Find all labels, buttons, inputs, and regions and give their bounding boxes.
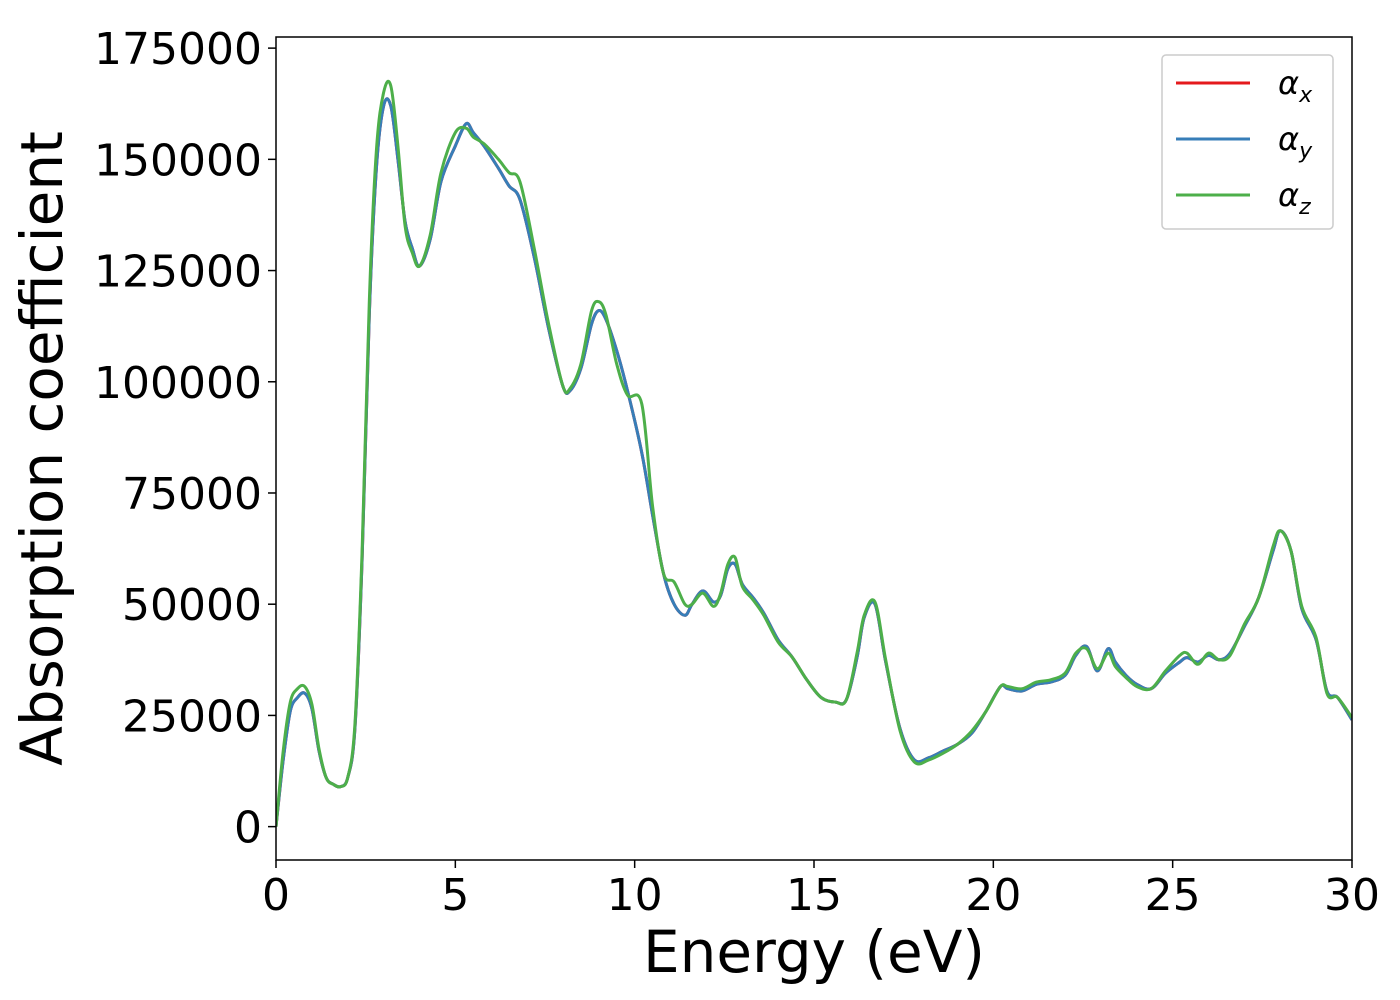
y-tick-label: 125000	[94, 247, 262, 298]
y-axis-label: Absorption coefficient	[8, 131, 76, 766]
x-axis: 0 5 10 15 20 25 30	[262, 860, 1380, 921]
y-tick-label: 175000	[94, 24, 262, 75]
legend-label-y: αy	[1278, 120, 1313, 164]
x-tick-label: 20	[965, 870, 1021, 921]
y-tick-label: 100000	[94, 358, 262, 409]
x-tick-label: 15	[786, 870, 842, 921]
x-axis-label: Energy (eV)	[643, 918, 985, 986]
x-tick-label: 30	[1324, 870, 1380, 921]
y-tick-label: 25000	[122, 691, 262, 742]
y-tick-label: 150000	[94, 135, 262, 186]
x-tick-label: 0	[262, 870, 290, 921]
legend-box	[1161, 54, 1334, 230]
y-tick-label: 0	[234, 803, 262, 854]
series-line-z	[276, 79, 1352, 827]
y-axis: 0 25000 50000 75000 100000 125000 150000 175000	[94, 24, 276, 854]
x-tick-label: 5	[441, 870, 469, 921]
legend-label-x: αx	[1278, 64, 1313, 108]
legend: αx αy αz	[1161, 54, 1334, 230]
y-tick-label: 50000	[122, 580, 262, 631]
series-layer	[276, 79, 1352, 827]
y-tick-label: 75000	[122, 469, 262, 520]
x-tick-label: 10	[607, 870, 663, 921]
legend-label-z: αz	[1278, 176, 1311, 220]
x-tick-label: 25	[1145, 870, 1201, 921]
